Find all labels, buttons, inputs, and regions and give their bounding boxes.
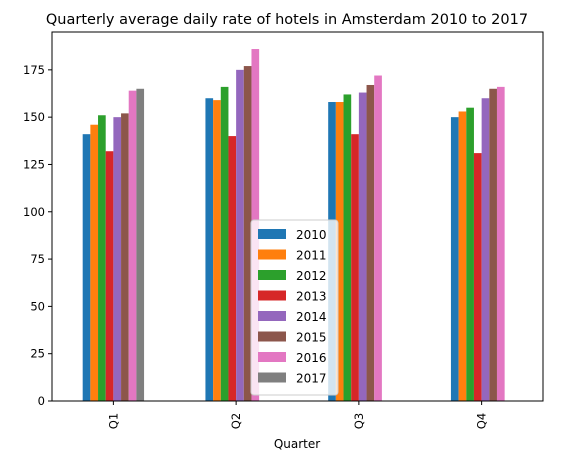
bar-q2-2014 [236,69,244,401]
legend-label-2011: 2011 [296,249,327,263]
bar-q1-2016 [128,90,137,401]
legend-label-2010: 2010 [296,228,327,242]
bar-q3-2016 [374,75,382,402]
bar-q3-2015 [366,84,375,401]
bar-q1-2017 [136,88,145,402]
y-tick-label: 0 [38,394,45,408]
legend-box [250,219,339,396]
legend-label-2012: 2012 [296,269,327,283]
bar-q2-2013 [228,136,237,401]
legend-swatch-2012 [258,270,286,280]
legend-label-2015: 2015 [296,331,327,345]
y-tick-label: 25 [30,347,45,361]
legend-swatch-2016 [258,352,286,362]
chart-title: Quarterly average daily rate of hotels i… [46,12,528,28]
bar-q1-2012 [98,115,106,401]
x-axis: Q1 Q2 Q3 Q4 [106,401,489,429]
bar-q2-2011 [213,100,221,402]
y-tick-label: 125 [23,157,45,171]
legend-swatch-2013 [258,290,286,301]
legend-swatch-2014 [258,311,286,321]
bar-q2-2010 [205,98,214,401]
y-tick-label: 175 [23,63,45,77]
bar-q1-2010 [82,134,91,401]
bar-q1-2011 [90,124,99,401]
bar-q1-2015 [121,113,129,402]
bar-q3-2011 [335,102,344,402]
y-tick-label: 100 [23,205,45,219]
legend-swatch-2017 [258,372,286,383]
legend-label-2017: 2017 [296,372,327,386]
bar-q4-2012 [466,107,474,401]
legend: 2010 2011 2012 2013 2014 2015 2016 2017 [250,219,339,396]
y-tick-label: 50 [30,299,45,313]
x-axis-label: Quarter [274,437,320,451]
bar-q4-2010 [450,117,459,402]
legend-swatch-2015 [258,331,286,342]
legend-label-2013: 2013 [296,290,327,304]
bar-q3-2014 [358,92,367,402]
legend-label-2014: 2014 [296,310,327,324]
bar-q3-2012 [343,94,352,401]
x-tick-label-q4: Q4 [475,413,489,429]
bar-q4-2016 [496,86,505,401]
bar-q4-2015 [489,88,497,402]
bar-q3-2013 [351,134,359,401]
plot-frame [51,31,544,402]
bar-q2-2012 [220,86,229,401]
x-tick-label-q3: Q3 [352,413,366,429]
y-tick-label: 75 [30,252,45,266]
bar-q1-2014 [113,117,122,402]
bar-q1-2013 [105,151,114,401]
y-axis: 0 25 50 75 100 125 150 175 [23,63,52,408]
x-tick-label-q1: Q1 [106,413,120,429]
bar-q4-2011 [458,111,467,401]
x-tick-label-q2: Q2 [229,413,243,429]
y-tick-label: 150 [23,110,45,124]
legend-swatch-2010 [258,229,286,239]
bar-q4-2013 [473,153,482,401]
legend-swatch-2011 [258,249,286,260]
bar-q4-2014 [481,98,490,401]
bar-q2-2015 [243,66,252,401]
legend-label-2016: 2016 [296,351,327,365]
